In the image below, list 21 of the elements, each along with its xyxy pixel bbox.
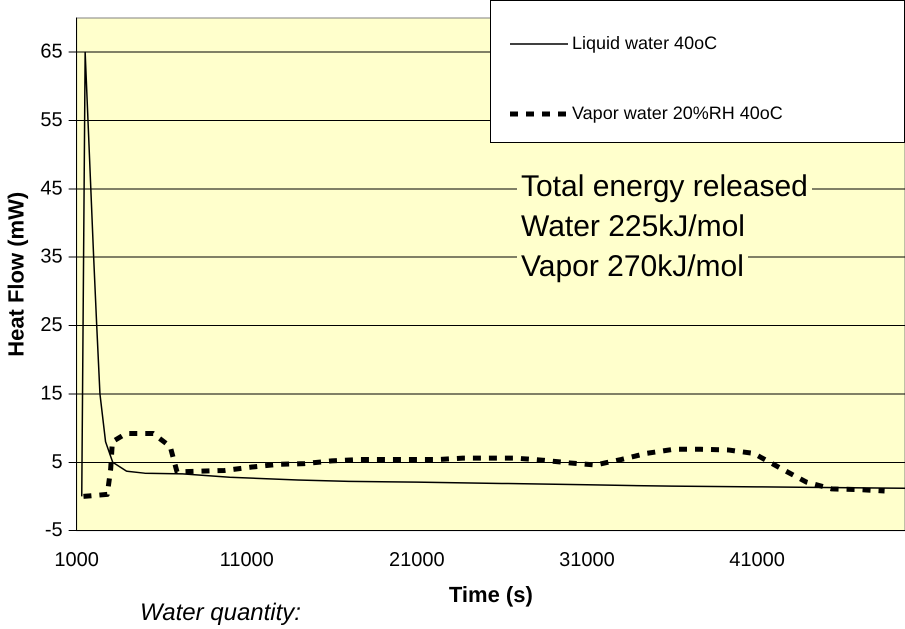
legend-label: Liquid water 40oC [572, 32, 718, 53]
y-tick-label: 5 [52, 450, 63, 473]
y-tick-label: 15 [40, 382, 63, 404]
y-axis-title: Heat Flow (mW) [3, 192, 28, 357]
annotation: Water 225kJ/mol [517, 210, 749, 244]
y-tick-label: 25 [40, 314, 63, 336]
x-axis-title: Time (s) [448, 582, 533, 607]
y-tick-label: 65 [40, 40, 63, 63]
x-tick-label: 11000 [220, 549, 274, 572]
text: Water quantity: [140, 599, 301, 626]
x-tick-label: 41000 [729, 549, 785, 572]
y-tick-label: 35 [40, 246, 63, 268]
x-tick-label: 21000 [389, 549, 445, 572]
y-tick-label: 55 [40, 109, 63, 132]
x-tick-label: 1000 [54, 549, 99, 572]
legend-label: Vapor water 20%RH 40oC [572, 102, 783, 123]
annotation: Vapor 270kJ/mol [517, 250, 748, 284]
x-tick-label: 31000 [559, 549, 615, 572]
y-tick-label: 45 [40, 177, 63, 200]
y-tick-label: -5 [44, 519, 63, 542]
annotation: Total energy released [517, 170, 812, 204]
